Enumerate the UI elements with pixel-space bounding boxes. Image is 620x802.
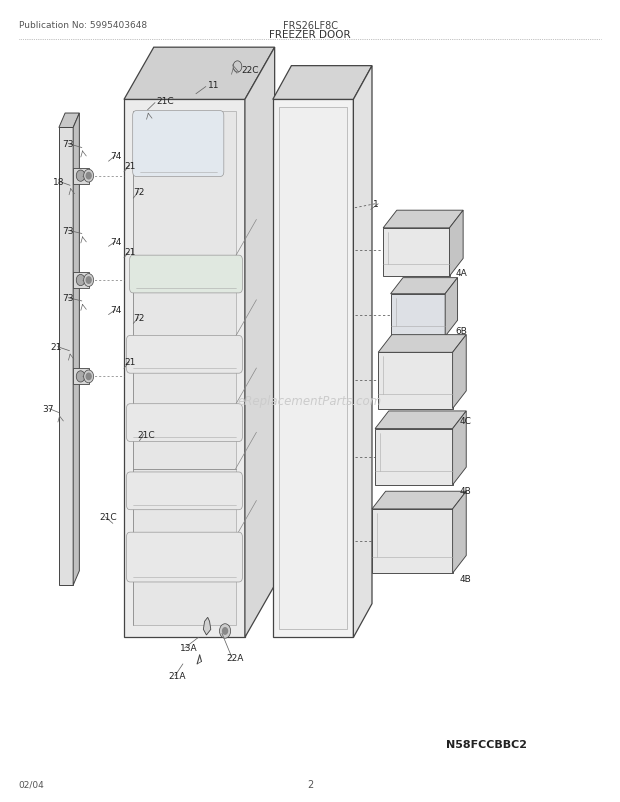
Polygon shape [245, 48, 275, 638]
Polygon shape [279, 108, 347, 630]
Circle shape [84, 371, 94, 383]
Text: 4C: 4C [460, 416, 472, 426]
Polygon shape [73, 273, 89, 289]
Polygon shape [203, 618, 211, 635]
Text: 22C: 22C [242, 66, 259, 75]
Polygon shape [73, 168, 89, 184]
Text: 72: 72 [133, 188, 144, 197]
Text: Publication No: 5995403648: Publication No: 5995403648 [19, 21, 147, 30]
Polygon shape [124, 48, 275, 100]
Circle shape [86, 374, 91, 380]
Text: 21C: 21C [156, 97, 174, 107]
Text: FREEZER DOOR: FREEZER DOOR [269, 30, 351, 39]
Text: N58FCCBBC2: N58FCCBBC2 [446, 739, 528, 749]
Text: 21: 21 [124, 248, 135, 257]
Text: 4A: 4A [456, 268, 467, 277]
Circle shape [76, 171, 85, 182]
Polygon shape [73, 114, 79, 585]
Polygon shape [59, 128, 73, 585]
Polygon shape [273, 100, 353, 638]
Text: 73: 73 [62, 140, 74, 149]
Text: 2: 2 [307, 780, 313, 789]
Circle shape [84, 170, 94, 183]
Text: 21: 21 [124, 161, 135, 171]
Polygon shape [372, 509, 453, 573]
Polygon shape [378, 335, 466, 353]
FancyBboxPatch shape [126, 336, 242, 374]
Circle shape [76, 275, 85, 286]
Polygon shape [375, 411, 466, 429]
Text: 22A: 22A [226, 653, 244, 662]
Text: 18: 18 [53, 177, 64, 187]
Text: 21: 21 [124, 358, 135, 367]
Text: 6B: 6B [456, 326, 467, 336]
Text: 74: 74 [110, 306, 122, 315]
Polygon shape [73, 369, 89, 385]
Polygon shape [353, 67, 372, 638]
Circle shape [219, 624, 231, 638]
Text: 4B: 4B [460, 486, 472, 496]
Text: 21A: 21A [169, 671, 186, 681]
Polygon shape [391, 294, 445, 337]
Circle shape [223, 628, 228, 634]
Polygon shape [391, 278, 458, 294]
Text: 21: 21 [51, 342, 62, 352]
Circle shape [84, 274, 94, 287]
Polygon shape [273, 67, 372, 100]
Polygon shape [372, 492, 466, 509]
Polygon shape [133, 112, 236, 626]
FancyBboxPatch shape [126, 472, 242, 510]
Polygon shape [378, 353, 453, 409]
Text: 74: 74 [110, 237, 122, 247]
Polygon shape [453, 411, 466, 485]
Polygon shape [453, 492, 466, 573]
Polygon shape [59, 114, 79, 128]
Circle shape [233, 62, 242, 73]
Text: 4B: 4B [460, 574, 472, 584]
FancyBboxPatch shape [133, 111, 224, 177]
Polygon shape [383, 211, 463, 229]
Text: 21C: 21C [138, 430, 155, 439]
Text: 02/04: 02/04 [19, 780, 45, 789]
Text: 74: 74 [110, 152, 122, 161]
Text: 73: 73 [62, 226, 74, 236]
Text: 1: 1 [373, 200, 379, 209]
Polygon shape [375, 429, 453, 485]
FancyBboxPatch shape [130, 256, 242, 294]
Text: FRS26LF8C: FRS26LF8C [283, 21, 337, 30]
Text: 21C: 21C [99, 512, 117, 522]
Text: 73: 73 [62, 294, 74, 303]
Polygon shape [445, 278, 458, 337]
Text: 72: 72 [133, 314, 144, 323]
Text: 13A: 13A [180, 643, 197, 653]
Circle shape [86, 277, 91, 284]
Polygon shape [383, 229, 449, 277]
FancyBboxPatch shape [126, 533, 242, 582]
Text: 11: 11 [208, 81, 220, 91]
Polygon shape [453, 335, 466, 409]
FancyBboxPatch shape [126, 404, 242, 442]
Circle shape [76, 371, 85, 383]
Polygon shape [124, 100, 245, 638]
Text: 37: 37 [42, 404, 54, 414]
Circle shape [86, 173, 91, 180]
Polygon shape [450, 211, 463, 277]
Text: eReplacementParts.com: eReplacementParts.com [238, 395, 382, 407]
